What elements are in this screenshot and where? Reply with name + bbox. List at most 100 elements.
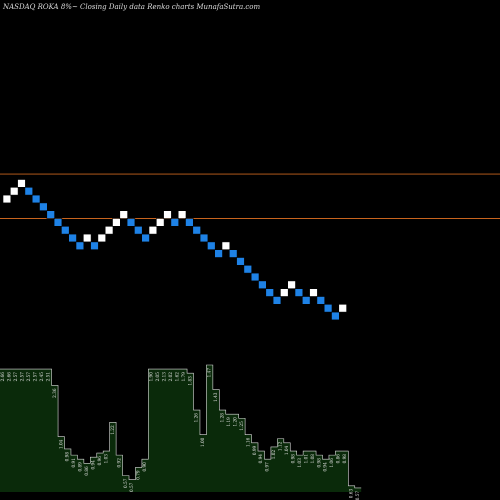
renko-brick-down [24, 187, 33, 196]
volume-bar [33, 369, 38, 492]
renko-brick-up [112, 218, 121, 227]
volume-label: 2.02 [168, 372, 173, 382]
volume-label: 1.26 [194, 413, 199, 423]
renko-brick-up [97, 233, 107, 243]
volume-label: 0.57 [123, 478, 128, 488]
volume-label: 0.98 [316, 458, 321, 468]
renko-brick-up [17, 179, 26, 188]
volume-label: 0.90 [142, 462, 147, 472]
renko-brick-down [68, 233, 77, 243]
volume-bar [39, 369, 44, 492]
volume-bar [168, 369, 173, 492]
renko-brick-down [294, 288, 304, 297]
volume-label: 1.08 [310, 454, 315, 464]
volume-label: 1.20 [232, 417, 237, 427]
volume-label: 2.45 [39, 372, 44, 382]
volume-bar [149, 369, 154, 492]
volume-label: 1.19 [226, 417, 231, 427]
volume-bar [52, 385, 57, 492]
volume-label: 0.99 [252, 446, 257, 456]
volume-bar [46, 369, 51, 492]
renko-brick-up [287, 280, 296, 289]
volume-label: 1.79 [181, 372, 186, 382]
volume-label: 2.57 [32, 372, 37, 382]
volume-label: 0.86 [336, 454, 341, 464]
volume-label: 1.03 [297, 458, 302, 468]
volume-label: 1.47 [207, 368, 212, 378]
reference-lines [0, 173, 500, 219]
volume-label: 0.91 [71, 458, 76, 468]
volume-bar [1, 369, 6, 492]
renko-brick-down [31, 194, 41, 204]
volume-label: 0.92 [116, 458, 121, 468]
volume-label: 0.98 [290, 454, 295, 464]
volume-bar [7, 369, 12, 492]
volume-label: 0.89 [78, 462, 83, 472]
volume-outline [0, 364, 362, 489]
renko-brick-down [207, 241, 216, 250]
renko-brick-down [141, 233, 150, 243]
volume-label: 0.63 [349, 489, 354, 499]
chart-title: NASDAQ ROKA 8%~ Closing Daily data Renko… [2, 3, 260, 11]
volume-label: 2.36 [52, 388, 57, 398]
volume-bar [155, 369, 160, 492]
volume-bar [188, 373, 193, 492]
renko-brick-up [119, 210, 128, 219]
renko-brick-down [90, 241, 99, 250]
volume-bar [13, 369, 18, 492]
volume-label: 1.04 [58, 439, 63, 449]
volume-label: 1.90 [149, 372, 154, 382]
renko-brick-down [170, 218, 179, 227]
volume-label: 1.04 [284, 446, 289, 456]
renko-brick-up [10, 187, 19, 196]
renko-brick-up [148, 226, 158, 235]
volume-label: 0.79 [136, 470, 141, 480]
volume-label: 1.43 [213, 392, 218, 402]
renko-brick-down [258, 280, 267, 289]
volume-bar [207, 365, 212, 492]
renko-brick-down [323, 303, 333, 313]
volume-bar [162, 369, 167, 492]
renko-brick-up [104, 226, 114, 235]
volume-label: 2.51 [45, 372, 50, 382]
volume-label: 0.97 [265, 462, 270, 472]
volume-label: 2.05 [155, 372, 160, 382]
volume-bar [26, 369, 31, 492]
renko-brick-up [338, 303, 347, 313]
volume-bar [175, 369, 180, 492]
renko-brick-up [177, 210, 187, 219]
renko-brick-up [163, 210, 172, 219]
renko-brick-down [185, 218, 194, 227]
renko-brick-down [46, 210, 55, 219]
volume-label: 2.57 [13, 372, 18, 382]
renko-brick-up [156, 218, 165, 227]
volume-label: 2.57 [26, 372, 31, 382]
volume-label: 2.13 [161, 372, 166, 382]
volume-label: 2.57 [20, 372, 25, 382]
volume-label: 1.06 [329, 458, 334, 468]
renko-brick-down [199, 233, 209, 243]
renko-brick-up [2, 194, 12, 204]
volume-label: 0.96 [97, 456, 102, 466]
volume-label: 1.00 [200, 437, 205, 447]
renko-brick-down [301, 296, 311, 305]
volume-label: 1.62 [174, 372, 179, 382]
volume-label: 0.98 [342, 454, 347, 464]
renko-brick-down [272, 296, 282, 305]
volume-labels: 2.66 2.66 2.57 2.57 2.57 2.57 2.45 2.512.361.04… [0, 368, 360, 500]
renko-brick-down [316, 296, 325, 305]
volume-label: 1.83 [187, 376, 192, 386]
volume-label: 1.25 [239, 421, 244, 431]
renko-brick-down [243, 264, 252, 274]
volume-panel [0, 364, 362, 492]
renko-brick-up [221, 241, 231, 250]
volume-label: 0.94 [323, 462, 328, 472]
volume-bar [20, 369, 25, 492]
renko-brick-up [309, 288, 318, 297]
renko-brick-down [126, 218, 136, 227]
volume-label: 0.86 [84, 466, 89, 476]
renko-brick-down [39, 202, 48, 211]
renko-bricks [2, 179, 347, 321]
renko-brick-down [192, 226, 201, 235]
